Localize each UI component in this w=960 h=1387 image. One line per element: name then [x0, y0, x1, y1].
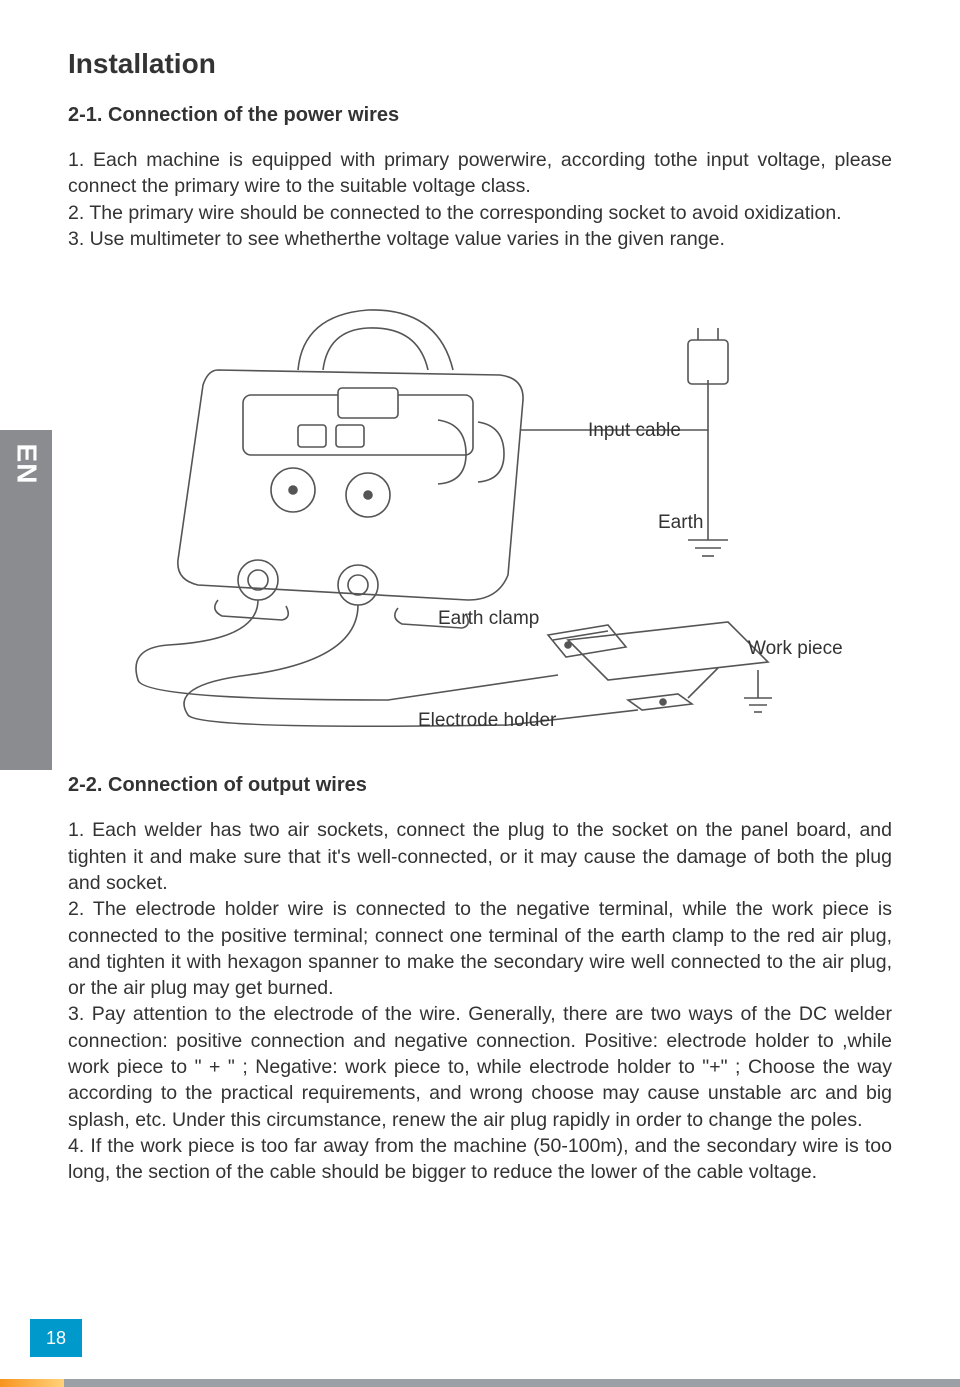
label-work-piece: Work piece	[748, 638, 843, 660]
label-earth: Earth	[658, 512, 703, 534]
page-number: 18	[46, 1328, 66, 1349]
language-side-tab: EN	[0, 430, 52, 770]
section-1-heading: 2-1. Connection of the power wires	[68, 104, 892, 127]
page-title: Installation	[68, 48, 892, 80]
label-earth-clamp: Earth clamp	[438, 608, 539, 630]
language-code: EN	[10, 444, 42, 485]
page-content: Installation 2-1. Connection of the powe…	[0, 0, 960, 1186]
footer-line	[64, 1379, 960, 1387]
section-2-body: 1. Each welder has two air sockets, conn…	[68, 817, 892, 1185]
page-number-badge: 18	[30, 1319, 82, 1357]
label-input-cable: Input cable	[588, 420, 681, 442]
section-1-body: 1. Each machine is equipped with primary…	[68, 147, 892, 252]
section-2-heading: 2-2. Connection of output wires	[68, 774, 892, 797]
footer-rule	[0, 1379, 960, 1387]
wiring-diagram: Input cable Earth Earth clamp Work piece…	[68, 280, 892, 750]
label-electrode-holder: Electrode holder	[418, 710, 556, 732]
footer-accent	[0, 1379, 64, 1387]
